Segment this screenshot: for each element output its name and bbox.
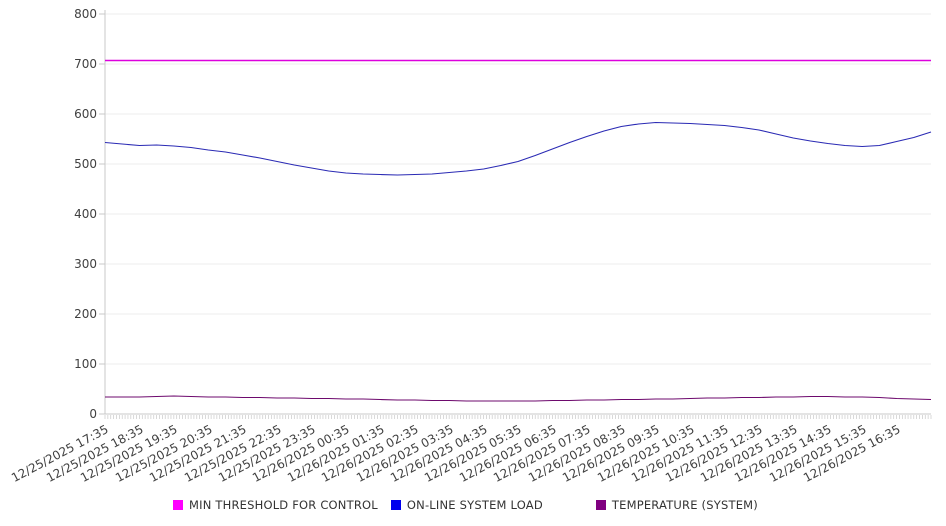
legend-swatch-icon [595, 500, 606, 510]
y-axis-label: 200 [74, 307, 97, 321]
legend-label: TEMPERATURE (SYSTEM) [611, 498, 758, 512]
y-axis-label: 100 [74, 357, 97, 371]
legend-label: MIN THRESHOLD FOR CONTROL [189, 498, 378, 512]
y-axis-label: 400 [74, 207, 97, 221]
legend-swatch-icon [390, 500, 401, 510]
series-line-1 [104, 121, 932, 176]
y-axis-label: 500 [74, 157, 97, 171]
legend: MIN THRESHOLD FOR CONTROL ON-LINE SYSTEM … [173, 498, 771, 512]
series-line-2 [105, 395, 932, 402]
legend-swatch-icon [173, 500, 183, 510]
legend-item-2: TEMPERATURE (SYSTEM) [595, 498, 758, 512]
legend-item-0: MIN THRESHOLD FOR CONTROL [173, 498, 378, 512]
y-axis-label: 300 [74, 257, 97, 271]
legend-label: ON-LINE SYSTEM LOAD [406, 498, 543, 512]
legend-item-1: ON-LINE SYSTEM LOAD [390, 498, 543, 512]
y-axis-label: 0 [89, 407, 97, 421]
y-axis-label: 600 [74, 107, 97, 121]
y-axis-label: 700 [74, 57, 97, 71]
y-axis-label: 800 [74, 7, 97, 21]
